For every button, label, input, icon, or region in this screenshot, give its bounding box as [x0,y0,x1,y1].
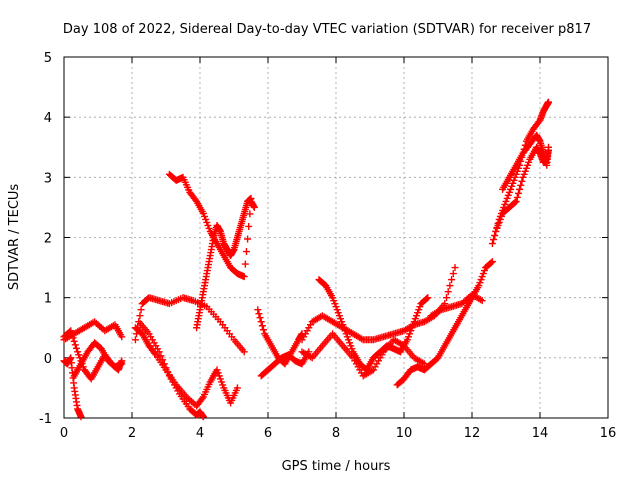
series-track-15 [393,258,496,389]
data-point [151,349,159,357]
data-point [198,394,206,402]
data-point [257,318,265,326]
data-point [255,310,263,318]
data-point [513,193,521,201]
data-point [155,348,163,356]
data-point [245,222,253,230]
data-point [162,364,170,372]
data-point [254,306,262,314]
data-point [258,322,266,330]
data-point [77,413,85,421]
x-tick-label: 2 [128,426,136,441]
data-point [487,259,495,267]
x-axis-label: GPS time / hours [282,459,391,474]
data-point [160,360,168,368]
data-point [449,270,457,278]
data-point [241,260,249,268]
y-tick-label: 4 [44,111,52,126]
data-point [72,344,80,352]
x-tick-label: 6 [264,426,272,441]
y-tick-label: -1 [39,412,52,427]
data-point [240,273,248,281]
data-point [244,235,252,243]
y-tick-label: 1 [44,292,52,307]
data-point [233,384,241,392]
data-point [242,248,250,256]
series-track-19 [499,131,552,193]
data-point [199,413,207,421]
data-point [256,314,264,322]
series-track-3 [60,318,126,344]
data-point [71,341,79,349]
x-tick-label: 4 [196,426,204,441]
series-track-14 [298,330,428,380]
data-point [490,236,498,244]
data-point [516,185,524,193]
data-point [545,98,552,106]
data-point [424,294,432,302]
x-tick-label: 8 [332,426,340,441]
data-point [488,258,496,266]
x-tick-label: 12 [464,426,481,441]
data-point [491,231,499,239]
grid-lines [64,57,608,418]
data-point [259,326,267,334]
data-point [446,282,454,290]
data-point [478,297,486,305]
y-tick-label: 2 [44,232,52,247]
data-point [131,336,139,344]
data-point [423,295,431,303]
data-point [250,203,258,211]
series-track-12 [298,264,459,344]
data-point [157,352,165,360]
y-tick-label: 3 [44,171,52,186]
data-point [545,143,552,151]
data-point [444,288,452,296]
data-point [448,276,456,284]
data-point [246,210,254,218]
data-point [118,360,126,368]
data-point [488,240,496,248]
data-point [191,196,199,204]
series-track-8 [165,170,258,281]
data-point [514,189,522,197]
x-tick-label: 0 [60,426,68,441]
data-point [517,181,525,189]
data-point [518,177,526,185]
data-point [164,368,172,376]
series-track-4 [70,339,126,380]
series-track-16 [427,291,486,320]
data-point [512,197,520,205]
data-points [60,98,552,421]
data-point [511,198,519,206]
data-point [118,333,126,341]
y-tick-label: 5 [44,51,52,66]
data-point [451,264,459,272]
data-point [137,306,145,314]
x-tick-label: 16 [600,426,617,441]
data-point [136,312,144,320]
data-point [159,356,167,364]
data-point [70,337,78,345]
chart-title: Day 108 of 2022, Sidereal Day-to-day VTE… [63,22,591,37]
y-tick-label: 0 [44,352,52,367]
data-point [443,294,450,302]
y-axis-label: SDTVAR / TECUs [7,184,22,291]
series-track-9 [135,318,207,421]
data-point [240,348,248,356]
x-tick-label: 10 [396,426,413,441]
x-tick-label: 14 [532,426,549,441]
